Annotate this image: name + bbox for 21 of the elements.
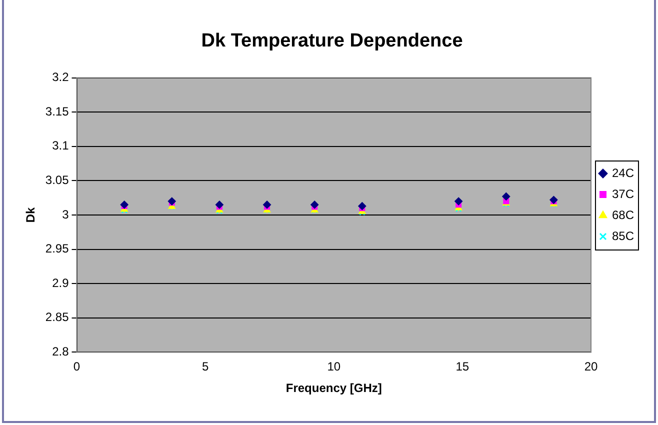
x-tick-label: 15 <box>456 360 470 374</box>
y-tick-label: 3.2 <box>52 70 70 84</box>
y-tick-label: 3 <box>62 207 70 222</box>
legend-label: 68C <box>612 208 634 222</box>
y-tick-label: 3.1 <box>52 138 70 153</box>
legend-label: 24C <box>612 166 634 180</box>
y-axis-title: Dk <box>24 207 38 223</box>
y-tick-label: 2.95 <box>45 242 70 256</box>
x-tick-label: 0 <box>73 360 80 374</box>
x-tick-label: 20 <box>584 360 598 374</box>
y-tick-label: 3.05 <box>45 173 70 188</box>
y-tick-label: 3.15 <box>45 104 70 118</box>
x-tick-label: 5 <box>202 360 209 374</box>
legend-label: 85C <box>612 228 634 243</box>
y-tick-label: 2.85 <box>45 310 70 324</box>
legend-label: 37C <box>612 186 634 201</box>
chart-title: Dk Temperature Dependence <box>201 30 463 52</box>
x-tick-label: 10 <box>327 360 341 374</box>
y-tick-label: 2.8 <box>52 344 70 359</box>
x-axis-title: Frequency [GHz] <box>286 381 382 396</box>
y-tick-label: 2.9 <box>52 276 70 290</box>
